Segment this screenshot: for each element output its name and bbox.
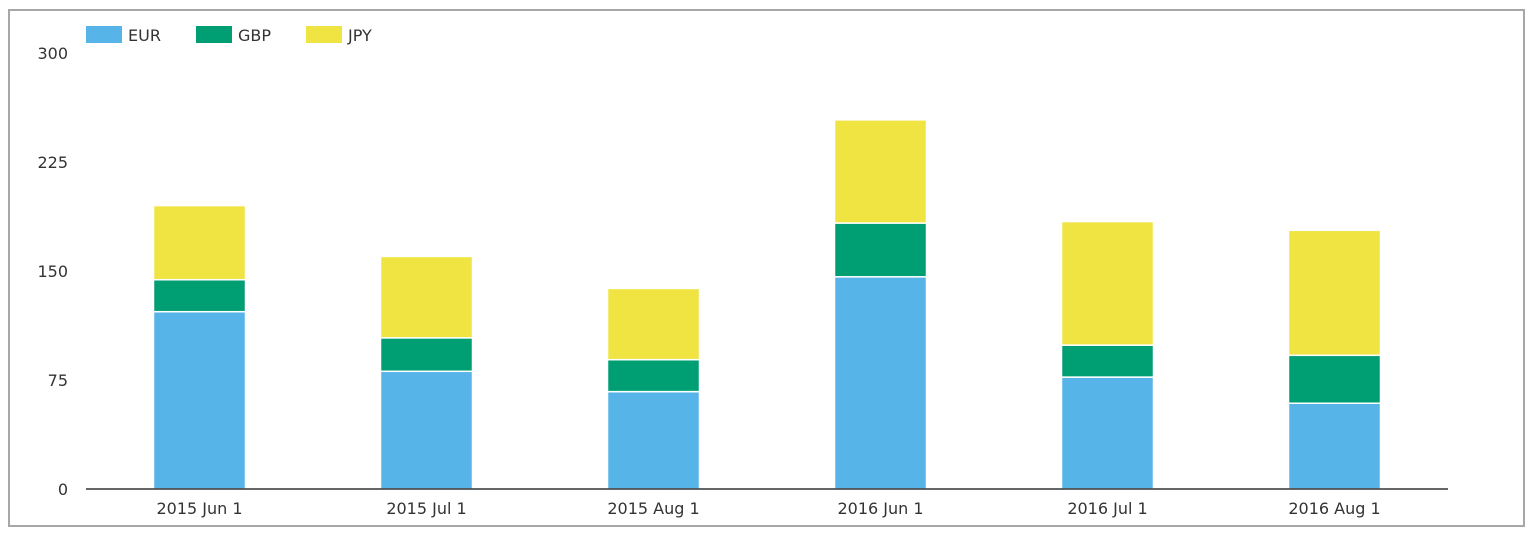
y-tick-label: 0 xyxy=(58,480,68,499)
y-tick-label: 300 xyxy=(37,44,68,63)
bar-gbp xyxy=(1287,354,1382,405)
bar-jpy xyxy=(379,255,474,339)
legend-swatch-eur xyxy=(86,26,122,43)
bars xyxy=(152,119,1382,490)
legend-swatch-gbp xyxy=(196,26,232,43)
bar-jpy xyxy=(1060,220,1155,346)
x-tick-label: 2016 Aug 1 xyxy=(1288,499,1380,518)
y-tick-label: 75 xyxy=(48,371,68,390)
bar-gbp xyxy=(152,278,247,313)
x-axis-tick-labels: 2015 Jun 1 2015 Jul 1 2015 Aug 1 2016 Jun 1… xyxy=(156,499,1380,518)
legend-label-eur: EUR xyxy=(128,26,161,45)
bar-jpy xyxy=(152,204,247,281)
bar-gbp xyxy=(379,337,474,373)
x-tick-label: 2015 Jun 1 xyxy=(156,499,242,518)
bar-eur xyxy=(152,310,247,490)
y-tick-label: 150 xyxy=(37,262,68,281)
bar-jpy xyxy=(606,287,701,361)
bar-jpy xyxy=(1287,229,1382,357)
x-tick-label: 2015 Aug 1 xyxy=(607,499,699,518)
bar-jpy xyxy=(833,119,928,224)
legend: EUR GBP JPY xyxy=(86,26,372,45)
bar-eur xyxy=(1287,402,1382,490)
x-tick-label: 2015 Jul 1 xyxy=(386,499,466,518)
bar-gbp xyxy=(1060,344,1155,378)
y-tick-label: 225 xyxy=(37,153,68,172)
legend-label-gbp: GBP xyxy=(238,26,271,45)
x-tick-label: 2016 Jul 1 xyxy=(1067,499,1147,518)
bar-gbp xyxy=(606,358,701,393)
chart-frame xyxy=(8,9,1525,527)
x-tick-label: 2016 Jun 1 xyxy=(837,499,923,518)
bar-eur xyxy=(379,370,474,490)
y-axis-tick-labels: 0 75 150 225 300 xyxy=(37,44,68,499)
bar-eur xyxy=(1060,376,1155,490)
bar-eur xyxy=(606,390,701,490)
bar-gbp xyxy=(833,222,928,278)
legend-swatch-jpy xyxy=(306,26,342,43)
legend-label-jpy: JPY xyxy=(347,26,372,45)
bar-eur xyxy=(833,276,928,490)
